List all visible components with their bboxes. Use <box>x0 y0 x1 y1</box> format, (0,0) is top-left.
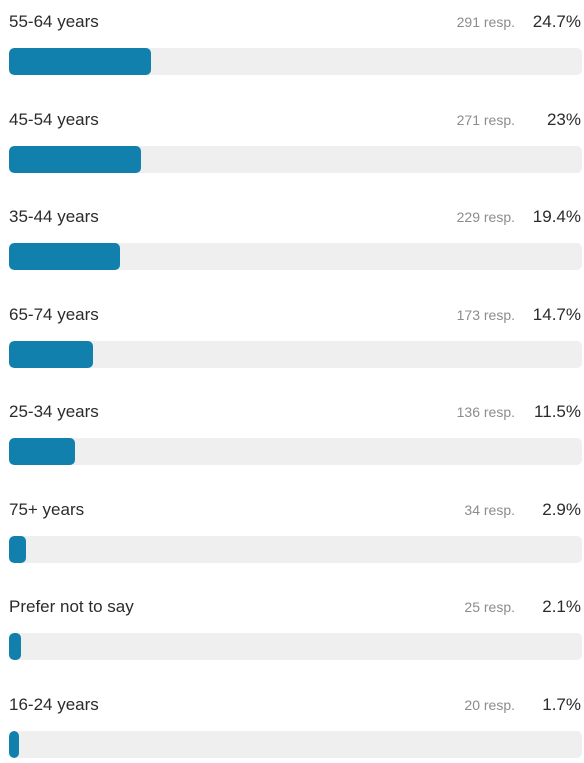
progress-track <box>9 535 582 563</box>
response-count: 34 resp. <box>464 501 515 518</box>
option-label: 55-64 years <box>9 12 99 31</box>
progress-fill <box>9 438 75 465</box>
option-percentage: 24.7% <box>532 12 581 31</box>
progress-fill <box>9 243 121 270</box>
option-percentage: 19.4% <box>532 207 581 226</box>
option-label: 45-54 years <box>9 109 99 129</box>
response-count: 173 resp. <box>456 306 515 323</box>
option-label: 35-44 years <box>9 207 99 226</box>
response-count: 229 resp. <box>456 209 515 225</box>
progress-track <box>9 730 582 758</box>
poll-option-row: 16-24 years 20 resp. 1.7% <box>0 683 584 763</box>
progress-fill <box>9 340 94 368</box>
option-label: 75+ years <box>9 499 85 519</box>
poll-option-row: 25-34 years 136 resp. 11.5% <box>0 390 584 470</box>
response-count: 291 resp. <box>456 14 515 30</box>
poll-option-row: Prefer not to say 25 resp. 2.1% <box>0 585 584 665</box>
progress-fill <box>9 48 151 75</box>
progress-track <box>9 243 582 270</box>
option-label: Prefer not to say <box>9 597 134 616</box>
option-percentage: 1.7% <box>542 694 581 714</box>
poll-option-row: 35-44 years 229 resp. 19.4% <box>0 195 584 275</box>
progress-fill <box>9 633 22 660</box>
poll-option-row: 65-74 years 173 resp. 14.7% <box>0 293 584 373</box>
option-percentage: 2.9% <box>542 499 581 519</box>
poll-option-row: 75+ years 34 resp. 2.9% <box>0 488 584 568</box>
poll-option-row: 55-64 years 291 resp. 24.7% <box>0 0 584 80</box>
progress-track <box>9 340 582 368</box>
option-percentage: 23% <box>546 109 581 129</box>
progress-fill <box>9 535 26 563</box>
progress-fill <box>9 730 19 758</box>
progress-track <box>9 438 582 465</box>
response-count: 20 resp. <box>464 696 515 713</box>
progress-track <box>9 633 582 660</box>
poll-option-row: 45-54 years 271 resp. 23% <box>0 98 584 178</box>
option-percentage: 11.5% <box>534 402 581 421</box>
option-percentage: 14.7% <box>532 304 581 324</box>
response-count: 25 resp. <box>464 599 515 615</box>
option-label: 25-34 years <box>9 402 99 421</box>
progress-track <box>9 145 582 173</box>
response-count: 136 resp. <box>456 404 515 420</box>
progress-track <box>9 48 582 75</box>
progress-fill <box>9 145 141 173</box>
response-count: 271 resp. <box>456 111 515 128</box>
option-percentage: 2.1% <box>542 597 581 616</box>
option-label: 16-24 years <box>9 694 99 714</box>
option-label: 65-74 years <box>9 304 99 324</box>
